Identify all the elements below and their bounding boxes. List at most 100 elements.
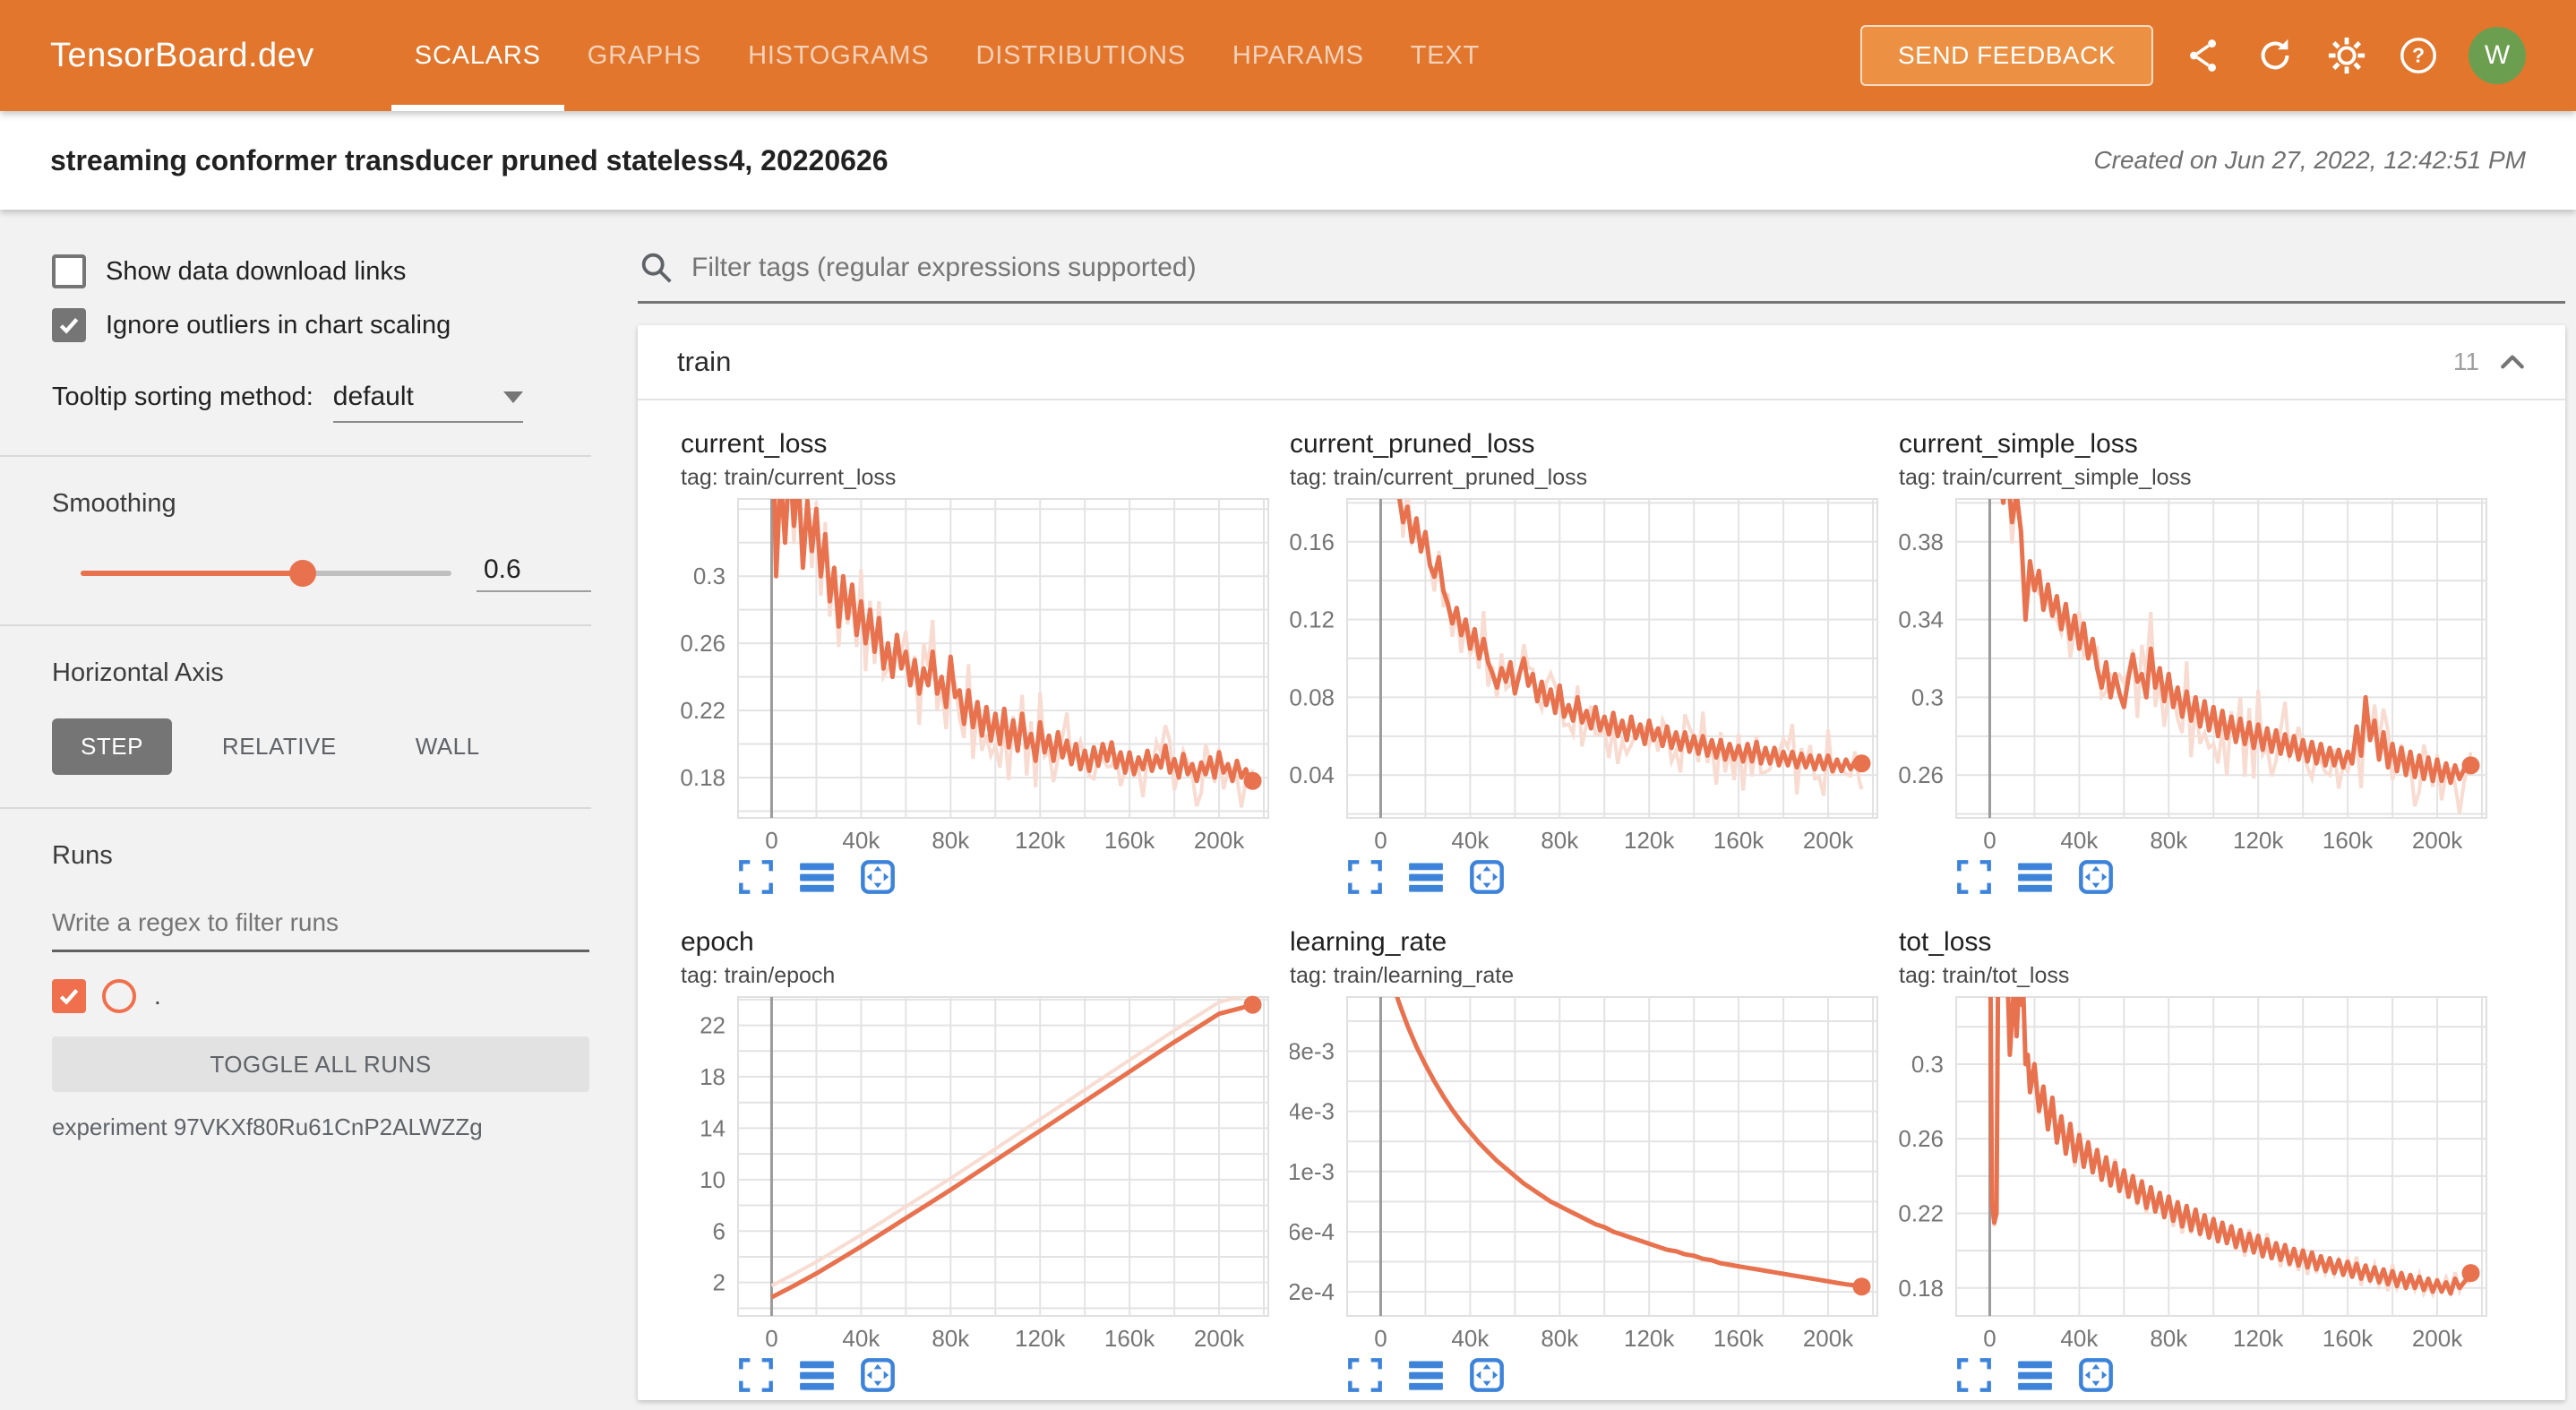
smoothing-slider-fill: [81, 571, 304, 576]
ignore-outliers-checkbox[interactable]: Ignore outliers in chart scaling: [52, 308, 591, 342]
chart-tot-loss: tot_loss tag: train/tot_loss 0 40k 80k 120k…: [1899, 925, 2490, 1393]
chart-current-simple-loss: current_simple_loss tag: train/current_s…: [1899, 427, 2490, 895]
svg-text:160k: 160k: [1713, 1325, 1765, 1352]
chart-current-pruned-loss: current_pruned_loss tag: train/current_p…: [1290, 427, 1881, 895]
svg-text:0: 0: [1374, 1325, 1387, 1352]
svg-text:18: 18: [700, 1063, 726, 1090]
svg-text:0.12: 0.12: [1290, 606, 1335, 633]
svg-text:120k: 120k: [1624, 827, 1675, 854]
chart-epoch: epoch tag: train/epoch 0 40k 80k 120k 160k 20…: [681, 925, 1272, 1393]
show-download-links-checkbox[interactable]: Show data download links: [52, 254, 591, 288]
smoothing-value-input[interactable]: [477, 555, 591, 592]
expand-icon[interactable]: [1956, 1357, 1992, 1393]
chart-tag: tag: train/learning_rate: [1290, 963, 1515, 988]
expand-icon[interactable]: [1347, 1357, 1383, 1393]
svg-text:80k: 80k: [1541, 827, 1579, 854]
svg-text:22: 22: [700, 1012, 726, 1039]
fit-domain-icon[interactable]: [1469, 859, 1505, 895]
run-color-swatch-icon[interactable]: [102, 979, 136, 1013]
tab-distributions[interactable]: DISTRIBUTIONS: [975, 40, 1186, 70]
fit-domain-icon[interactable]: [1469, 1357, 1505, 1393]
svg-text:40k: 40k: [1451, 827, 1490, 854]
chevron-up-icon[interactable]: [2499, 351, 2526, 373]
help-icon[interactable]: ?: [2397, 34, 2440, 77]
dropdown-arrow-icon: [502, 391, 523, 403]
fit-domain-icon[interactable]: [2078, 859, 2114, 895]
svg-text:1e-3: 1e-3: [1290, 1158, 1335, 1185]
chart-title: tot_loss: [1899, 927, 1992, 957]
tab-text[interactable]: TEXT: [1410, 40, 1481, 70]
fit-domain-icon[interactable]: [860, 1357, 896, 1393]
svg-text:0.26: 0.26: [681, 630, 726, 657]
runs-selector-icon[interactable]: [799, 1357, 835, 1393]
user-avatar[interactable]: W: [2469, 27, 2526, 84]
train-section-card: train 11 current_loss tag: train/current…: [638, 325, 2565, 1400]
train-section-header[interactable]: train 11: [638, 325, 2565, 400]
line-chart[interactable]: 0 40k 80k 120k 160k 200k 1.8e-3 1.4e-3 1e-3 6e-4 2…: [1290, 993, 1881, 1352]
chart-title: epoch: [681, 927, 754, 957]
expand-icon[interactable]: [738, 1357, 774, 1393]
line-chart[interactable]: 0 40k 80k 120k 160k 200k 0.16 0.12 0.08 0.04: [1290, 495, 1881, 854]
share-icon[interactable]: [2182, 34, 2225, 77]
line-chart[interactable]: 0 40k 80k 120k 160k 200k 22 18 14 10 6 2: [681, 993, 1272, 1352]
runs-selector-icon[interactable]: [2017, 1357, 2053, 1393]
line-chart[interactable]: 0 40k 80k 120k 160k 200k 0.3 0.26 0.22 0.18: [681, 495, 1272, 854]
run-checkbox[interactable]: [52, 979, 86, 1013]
tag-filter-input[interactable]: [690, 252, 2565, 284]
tab-graphs[interactable]: GRAPHS: [587, 40, 702, 70]
svg-text:120k: 120k: [1015, 1325, 1066, 1352]
smoothing-slider-handle[interactable]: [289, 560, 317, 587]
chart-title: current_simple_loss: [1899, 429, 2138, 459]
fit-domain-icon[interactable]: [2078, 1357, 2114, 1393]
smoothing-slider[interactable]: [81, 560, 451, 587]
tab-scalars[interactable]: SCALARS: [391, 0, 564, 111]
axis-step-button[interactable]: STEP: [52, 718, 172, 775]
chart-title: current_loss: [681, 429, 828, 459]
svg-text:120k: 120k: [1624, 1325, 1675, 1352]
svg-text:0.22: 0.22: [681, 697, 726, 724]
tab-histograms[interactable]: HISTOGRAMS: [748, 40, 930, 70]
runs-selector-icon[interactable]: [2017, 859, 2053, 895]
runs-filter-input[interactable]: [52, 908, 589, 952]
expand-icon[interactable]: [1347, 859, 1383, 895]
section-count: 11: [2452, 348, 2479, 375]
fit-domain-icon[interactable]: [860, 859, 896, 895]
toggle-all-runs-button[interactable]: TOGGLE ALL RUNS: [52, 1036, 589, 1092]
svg-text:0.34: 0.34: [1899, 606, 1944, 633]
svg-text:80k: 80k: [2150, 1325, 2188, 1352]
experiment-header: streaming conformer transducer pruned st…: [0, 111, 2576, 210]
svg-text:160k: 160k: [2323, 827, 2374, 854]
line-chart[interactable]: 0 40k 80k 120k 160k 200k 0.3 0.26 0.22 0.18: [1899, 993, 2490, 1352]
runs-selector-icon[interactable]: [1408, 1357, 1444, 1393]
svg-text:0.38: 0.38: [1899, 529, 1944, 555]
send-feedback-button[interactable]: SEND FEEDBACK: [1860, 25, 2153, 86]
svg-text:10: 10: [700, 1166, 726, 1193]
svg-text:0.3: 0.3: [693, 563, 726, 589]
svg-text:80k: 80k: [1541, 1325, 1579, 1352]
expand-icon[interactable]: [738, 859, 774, 895]
line-chart[interactable]: 0 40k 80k 120k 160k 200k 0.38 0.34 0.3 0.26: [1899, 495, 2490, 854]
runs-selector-icon[interactable]: [1408, 859, 1444, 895]
tab-hparams[interactable]: HPARAMS: [1232, 40, 1364, 70]
app-logo[interactable]: TensorBoard.dev: [50, 36, 314, 74]
expand-icon[interactable]: [1956, 859, 1992, 895]
topbar-actions: SEND FEEDBACK ? W: [1860, 25, 2526, 86]
svg-text:1.8e-3: 1.8e-3: [1290, 1037, 1335, 1064]
created-timestamp: Created on Jun 27, 2022, 12:42:51 PM: [2093, 146, 2526, 174]
refresh-icon[interactable]: [2254, 34, 2297, 77]
sidebar-divider: [0, 455, 591, 457]
axis-wall-button[interactable]: WALL: [387, 718, 509, 775]
experiment-id: experiment 97VKXf80Ru61CnP2ALWZZg: [52, 1113, 483, 1140]
chart-tag: tag: train/current_pruned_loss: [1290, 465, 1588, 490]
tooltip-sorting-select[interactable]: default: [332, 382, 523, 423]
svg-text:0.18: 0.18: [681, 764, 726, 791]
chart-tag: tag: train/epoch: [681, 963, 836, 988]
runs-label: Runs: [52, 841, 113, 870]
chart-tag: tag: train/current_simple_loss: [1899, 465, 2192, 490]
axis-relative-button[interactable]: RELATIVE: [193, 718, 365, 775]
charts-grid: current_loss tag: train/current_loss 0 40…: [638, 400, 2565, 1393]
settings-gear-icon[interactable]: [2325, 34, 2368, 77]
runs-selector-icon[interactable]: [799, 859, 835, 895]
svg-text:0.16: 0.16: [1290, 529, 1335, 555]
